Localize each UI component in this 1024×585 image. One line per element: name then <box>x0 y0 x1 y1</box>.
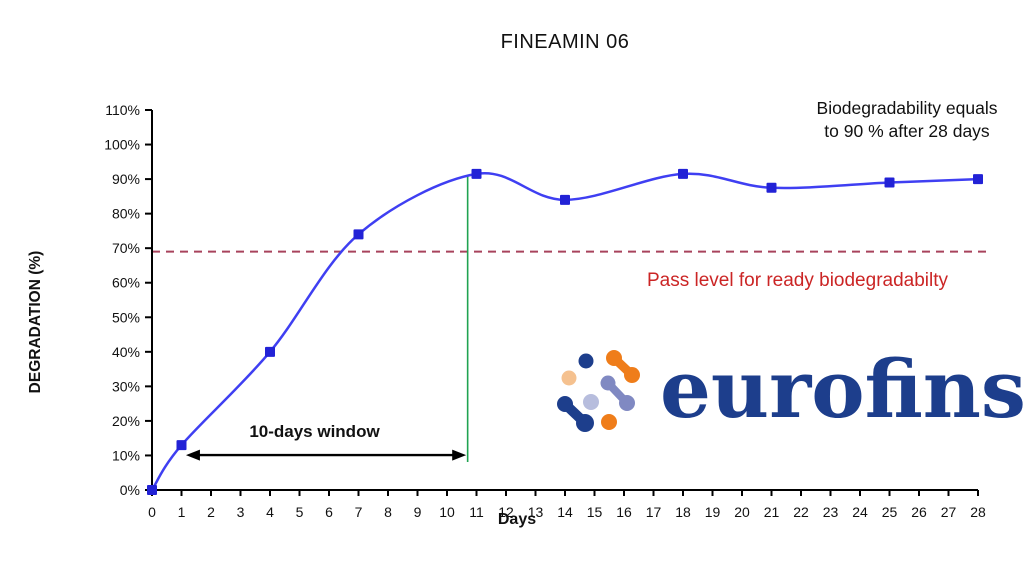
svg-text:12: 12 <box>498 504 514 520</box>
svg-text:100%: 100% <box>104 137 140 153</box>
svg-text:25: 25 <box>882 504 898 520</box>
svg-text:24: 24 <box>852 504 868 520</box>
pass-level-label: Pass level for ready biodegradabilty <box>647 270 949 291</box>
svg-text:27: 27 <box>941 504 957 520</box>
svg-text:7: 7 <box>355 504 363 520</box>
svg-text:80%: 80% <box>112 206 140 222</box>
svg-text:40%: 40% <box>112 344 140 360</box>
svg-text:22: 22 <box>793 504 809 520</box>
svg-text:20%: 20% <box>112 413 140 429</box>
svg-text:9: 9 <box>414 504 422 520</box>
result-note: Biodegradability equals to 90 % after 28… <box>788 97 1024 143</box>
svg-text:11: 11 <box>469 504 484 520</box>
svg-text:4: 4 <box>266 504 274 520</box>
svg-text:20: 20 <box>734 504 750 520</box>
svg-text:90%: 90% <box>112 171 140 187</box>
svg-text:26: 26 <box>911 504 927 520</box>
svg-text:18: 18 <box>675 504 691 520</box>
svg-text:110%: 110% <box>105 102 140 118</box>
svg-text:21: 21 <box>764 504 780 520</box>
svg-text:19: 19 <box>705 504 721 520</box>
svg-text:14: 14 <box>557 504 573 520</box>
eurofins-logo-icon <box>557 350 640 432</box>
svg-text:15: 15 <box>587 504 603 520</box>
svg-text:0%: 0% <box>120 482 140 498</box>
svg-text:1: 1 <box>178 504 186 520</box>
svg-text:5: 5 <box>296 504 304 520</box>
eurofins-logo-text: eurofins <box>660 342 1024 436</box>
svg-text:17: 17 <box>646 504 662 520</box>
result-note-line2: to 90 % after 28 days <box>824 121 990 141</box>
svg-text:50%: 50% <box>112 309 140 325</box>
svg-text:6: 6 <box>325 504 333 520</box>
result-note-line1: Biodegradability equals <box>816 98 998 118</box>
svg-text:30%: 30% <box>112 378 140 394</box>
svg-text:10%: 10% <box>112 447 140 463</box>
svg-text:60%: 60% <box>112 275 140 291</box>
svg-text:10: 10 <box>439 504 455 520</box>
ten-day-window-label: 10-days window <box>249 422 380 441</box>
svg-text:3: 3 <box>237 504 245 520</box>
svg-text:23: 23 <box>823 504 839 520</box>
svg-text:70%: 70% <box>112 240 140 256</box>
svg-text:0: 0 <box>148 504 156 520</box>
svg-text:13: 13 <box>528 504 544 520</box>
chart-title: FINEAMIN 06 <box>500 31 630 53</box>
svg-text:16: 16 <box>616 504 632 520</box>
x-axis-title: Days <box>497 511 537 528</box>
svg-text:2: 2 <box>207 504 215 520</box>
svg-text:8: 8 <box>384 504 392 520</box>
svg-text:28: 28 <box>970 504 986 520</box>
y-axis-title: DEGRADATION (%) <box>27 250 44 394</box>
